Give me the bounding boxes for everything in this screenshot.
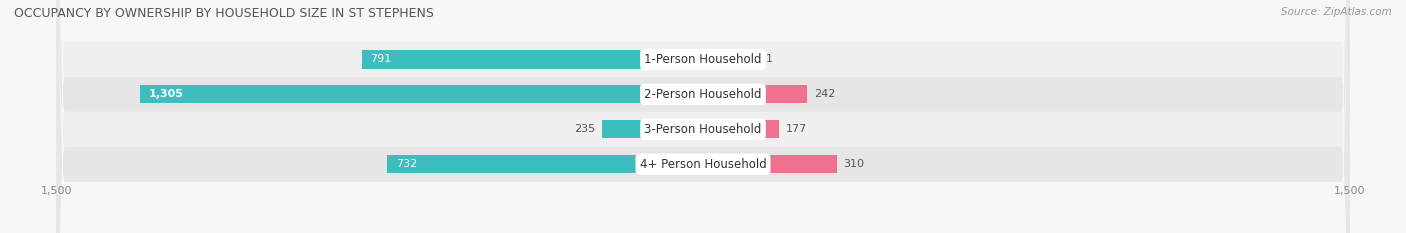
- Text: 101: 101: [754, 55, 775, 64]
- FancyBboxPatch shape: [56, 0, 1350, 233]
- Text: 235: 235: [574, 124, 595, 134]
- Text: 732: 732: [396, 159, 418, 169]
- Text: 1,305: 1,305: [149, 89, 184, 99]
- Bar: [703, 85, 807, 103]
- Bar: [388, 155, 703, 173]
- Text: 4+ Person Household: 4+ Person Household: [640, 158, 766, 171]
- Bar: [703, 50, 747, 69]
- Bar: [361, 50, 703, 69]
- FancyBboxPatch shape: [56, 0, 1350, 233]
- Bar: [703, 120, 779, 138]
- Bar: [703, 155, 837, 173]
- Text: 310: 310: [844, 159, 865, 169]
- Text: 3-Person Household: 3-Person Household: [644, 123, 762, 136]
- FancyBboxPatch shape: [56, 0, 1350, 233]
- Text: 791: 791: [371, 55, 392, 64]
- Text: 242: 242: [814, 89, 835, 99]
- Text: OCCUPANCY BY OWNERSHIP BY HOUSEHOLD SIZE IN ST STEPHENS: OCCUPANCY BY OWNERSHIP BY HOUSEHOLD SIZE…: [14, 7, 434, 20]
- FancyBboxPatch shape: [56, 0, 1350, 233]
- Text: 2-Person Household: 2-Person Household: [644, 88, 762, 101]
- Text: 177: 177: [786, 124, 807, 134]
- Text: Source: ZipAtlas.com: Source: ZipAtlas.com: [1281, 7, 1392, 17]
- Bar: [602, 120, 703, 138]
- Text: 1-Person Household: 1-Person Household: [644, 53, 762, 66]
- Bar: [141, 85, 703, 103]
